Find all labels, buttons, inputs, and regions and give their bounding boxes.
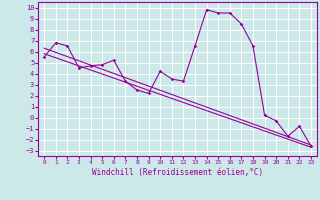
X-axis label: Windchill (Refroidissement éolien,°C): Windchill (Refroidissement éolien,°C) — [92, 168, 263, 177]
